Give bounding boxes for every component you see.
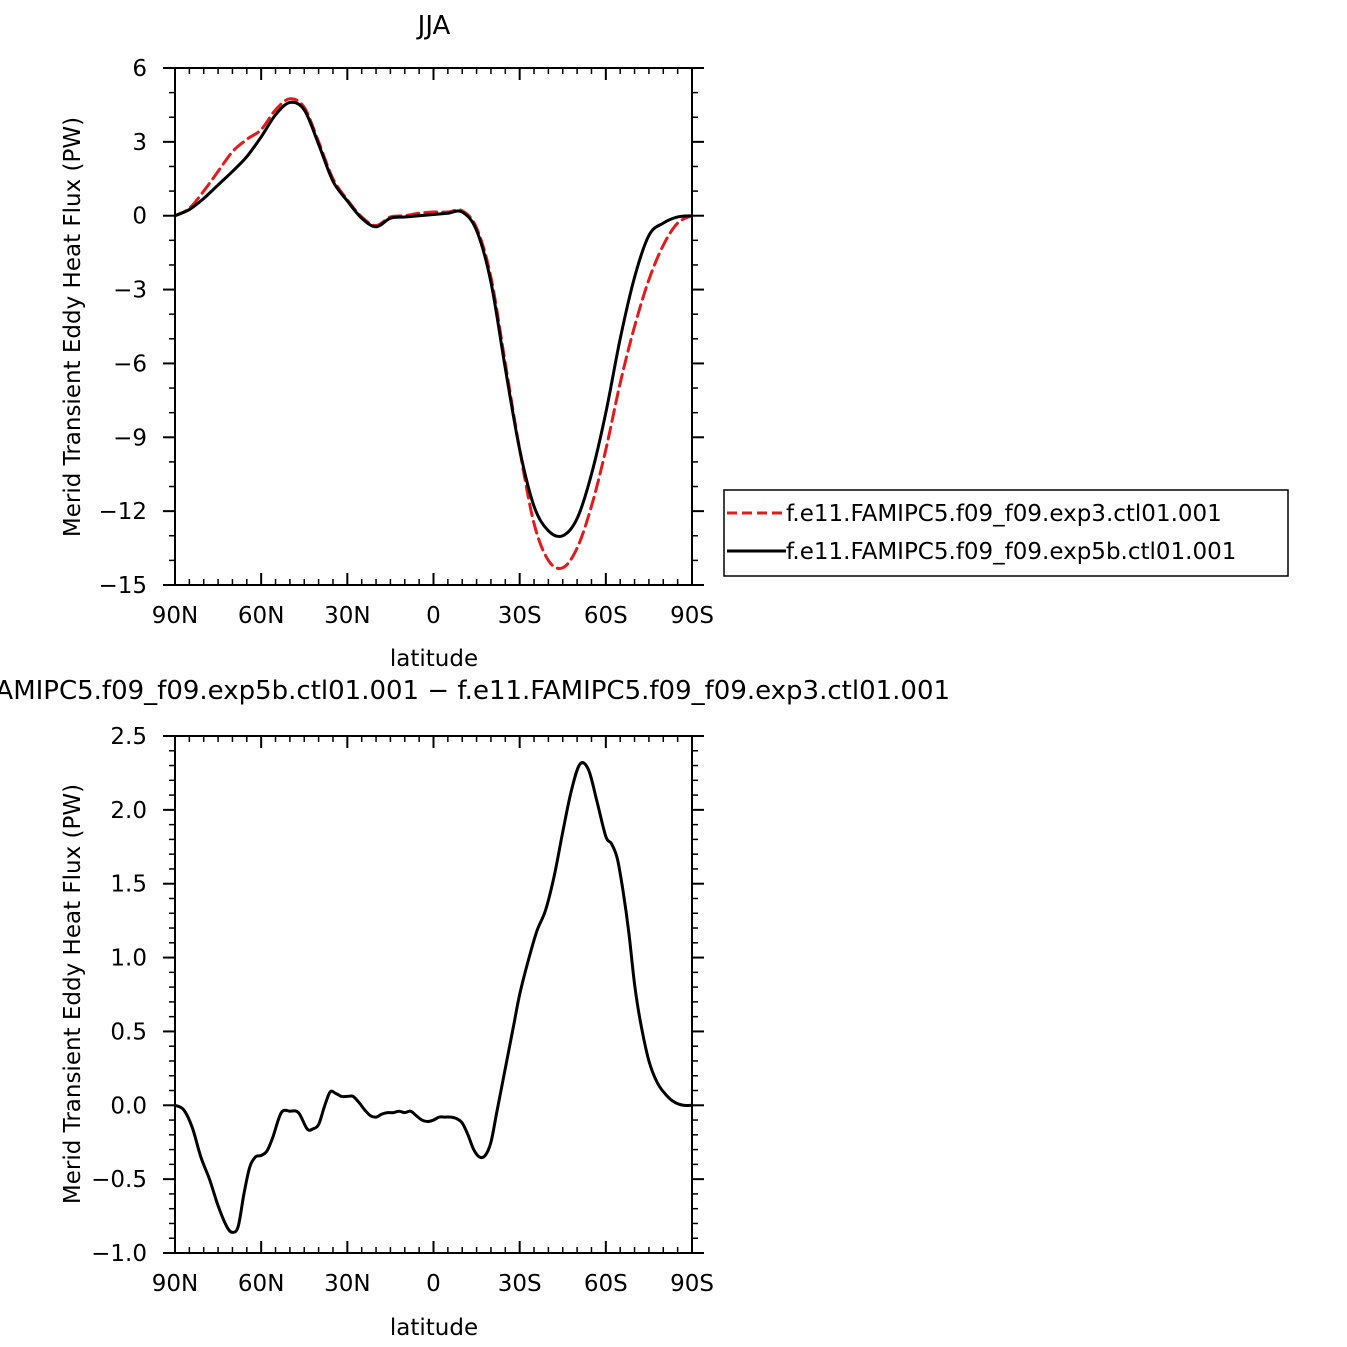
bottom-plot-title: f.e11.FAMIPC5.f09_f09.exp5b.ctl01.001 − …: [0, 676, 950, 706]
bottom-x-axis-title: latitude: [390, 1315, 478, 1341]
top-series-line-0: [173, 97, 694, 571]
bottom-ticks: [163, 735, 704, 1254]
top-x-tick-label: 30N: [324, 603, 370, 629]
bottom-y-tick-label: 1.5: [110, 872, 147, 898]
bottom-y-tick-label: −1.0: [91, 1241, 147, 1267]
top-x-tick-label: 90S: [670, 603, 714, 629]
top-plot-title: JJA: [416, 11, 451, 41]
top-x-tick-label: 0: [426, 603, 441, 629]
bottom-x-tick-label: 60N: [238, 1271, 284, 1297]
bottom-x-tick-label: 30N: [324, 1271, 370, 1297]
top-y-tick-label: −9: [113, 425, 147, 451]
top-x-tick-label: 60S: [584, 603, 628, 629]
legend-label-exp5b: f.e11.FAMIPC5.f09_f09.exp5b.ctl01.001: [786, 539, 1236, 565]
top-y-tick-label: −15: [98, 573, 147, 599]
bottom-tick-labels: 90N 60N 30N 0 30S 60S 90S 2.5 2.0 1.5 1.0 0.5 0.0 −0.…: [91, 724, 714, 1297]
top-tick-labels: 90N 60N 30N 0 30S 60S 90S 6 3 0 −3 −6 −9 −12 −15: [98, 56, 713, 629]
top-y-tick-label: −12: [98, 499, 147, 525]
bottom-y-axis-title: Merid Transient Eddy Heat Flux (PW): [60, 784, 86, 1204]
panel-bottom: f.e11.FAMIPC5.f09_f09.exp5b.ctl01.001 − …: [0, 676, 950, 1341]
top-y-tick-label: 3: [132, 130, 147, 156]
bottom-x-tick-label: 30S: [498, 1271, 542, 1297]
bottom-x-tick-label: 90S: [670, 1271, 714, 1297]
bottom-x-tick-label: 60S: [584, 1271, 628, 1297]
top-y-tick-label: −3: [113, 278, 147, 304]
bottom-y-tick-label: 1.0: [110, 946, 147, 972]
legend: f.e11.FAMIPC5.f09_f09.exp3.ctl01.001 f.e…: [723, 489, 1289, 577]
top-plot-frame: [174, 67, 693, 586]
panel-top: JJA Merid Transient Eddy Heat Flux (PW) …: [60, 11, 1289, 672]
legend-box: [723, 489, 1289, 577]
bottom-plot-frame: [174, 735, 693, 1254]
top-y-axis-title: Merid Transient Eddy Heat Flux (PW): [60, 117, 86, 537]
top-y-tick-label: 6: [132, 56, 147, 82]
top-x-tick-label: 60N: [238, 603, 284, 629]
top-y-tick-label: 0: [132, 204, 147, 230]
bottom-series-line-0: [173, 761, 694, 1234]
bottom-x-tick-label: 0: [426, 1271, 441, 1297]
top-y-tick-label: −6: [113, 351, 147, 377]
legend-label-exp3: f.e11.FAMIPC5.f09_f09.exp3.ctl01.001: [786, 501, 1222, 527]
top-x-tick-label: 90N: [152, 603, 198, 629]
top-x-axis-title: latitude: [390, 646, 478, 672]
bottom-series: [173, 761, 694, 1234]
bottom-x-tick-label: 90N: [152, 1271, 198, 1297]
bottom-y-tick-label: −0.5: [91, 1167, 147, 1193]
top-series: [173, 97, 694, 571]
top-ticks: [163, 67, 704, 586]
bottom-y-tick-label: 0.5: [110, 1019, 147, 1045]
bottom-y-tick-label: 2.0: [110, 798, 147, 824]
top-series-line-1: [173, 100, 694, 539]
bottom-y-tick-label: 2.5: [110, 724, 147, 750]
top-x-tick-label: 30S: [498, 603, 542, 629]
bottom-y-tick-label: 0.0: [110, 1093, 147, 1119]
